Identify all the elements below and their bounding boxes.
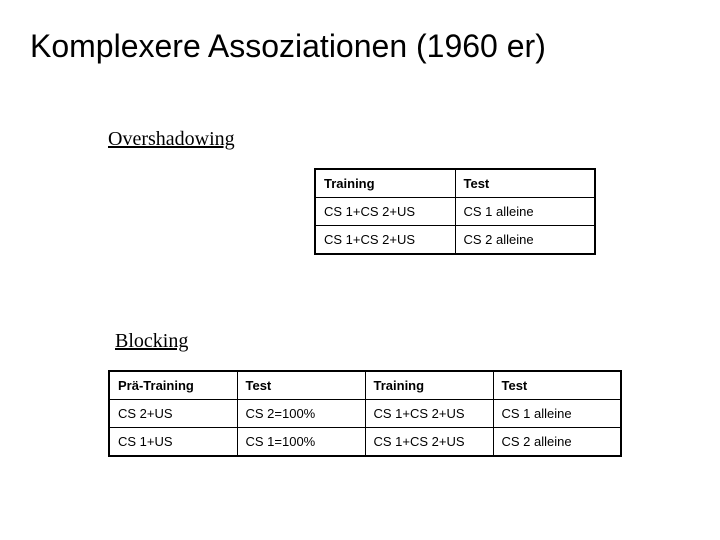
section-heading-blocking: Blocking bbox=[115, 330, 188, 353]
table-cell: CS 2=100% bbox=[237, 400, 365, 428]
table-row: CS 2+US CS 2=100% CS 1+CS 2+US CS 1 alle… bbox=[109, 400, 621, 428]
table-cell: CS 1+CS 2+US bbox=[365, 428, 493, 457]
table-header-row: Prä-Training Test Training Test bbox=[109, 371, 621, 400]
page-title: Komplexere Assoziationen (1960 er) bbox=[30, 28, 546, 65]
blocking-table: Prä-Training Test Training Test CS 2+US … bbox=[108, 370, 622, 457]
table-cell: CS 1=100% bbox=[237, 428, 365, 457]
table-header-row: Training Test bbox=[315, 169, 595, 198]
table-cell: CS 2+US bbox=[109, 400, 237, 428]
table-cell: CS 1+CS 2+US bbox=[365, 400, 493, 428]
table-row: CS 1+CS 2+US CS 2 alleine bbox=[315, 226, 595, 255]
table-row: CS 1+CS 2+US CS 1 alleine bbox=[315, 198, 595, 226]
overshadowing-table: Training Test CS 1+CS 2+US CS 1 alleine … bbox=[314, 168, 596, 255]
section-heading-overshadowing: Overshadowing bbox=[108, 128, 235, 151]
table-cell: CS 1 alleine bbox=[455, 198, 595, 226]
table-row: CS 1+US CS 1=100% CS 1+CS 2+US CS 2 alle… bbox=[109, 428, 621, 457]
col-header: Prä-Training bbox=[109, 371, 237, 400]
table-cell: CS 1 alleine bbox=[493, 400, 621, 428]
table-cell: CS 2 alleine bbox=[455, 226, 595, 255]
table-cell: CS 2 alleine bbox=[493, 428, 621, 457]
table-cell: CS 1+CS 2+US bbox=[315, 198, 455, 226]
table-cell: CS 1+CS 2+US bbox=[315, 226, 455, 255]
col-header: Test bbox=[237, 371, 365, 400]
col-header: Training bbox=[365, 371, 493, 400]
col-header: Test bbox=[493, 371, 621, 400]
col-header: Test bbox=[455, 169, 595, 198]
col-header: Training bbox=[315, 169, 455, 198]
table-cell: CS 1+US bbox=[109, 428, 237, 457]
